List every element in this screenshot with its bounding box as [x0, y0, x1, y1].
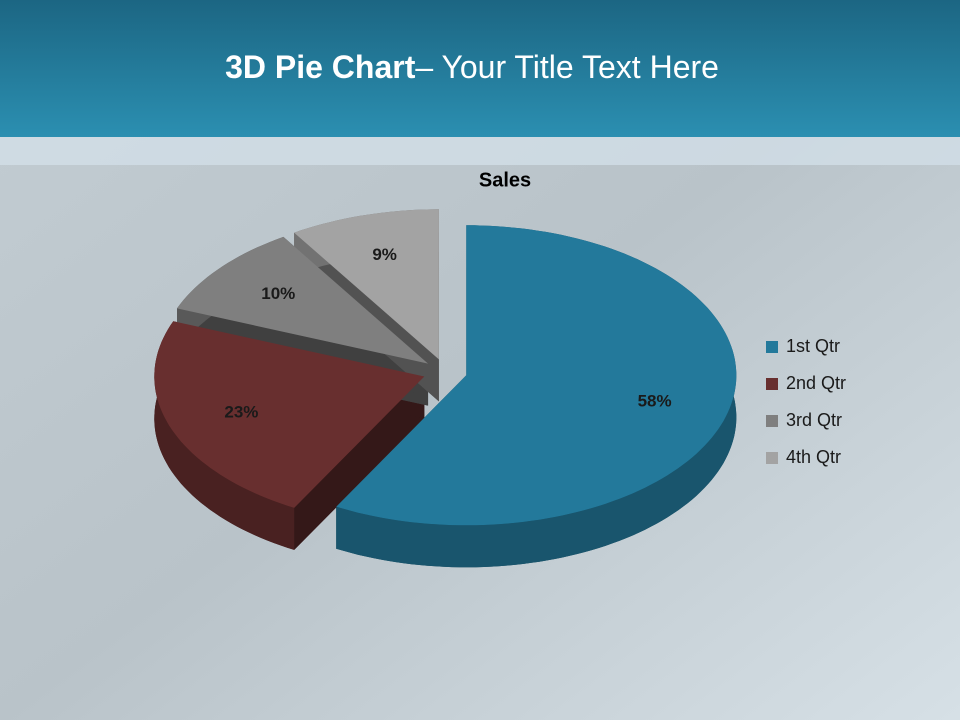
- legend-swatch: [766, 415, 778, 427]
- slice: [177, 236, 429, 364]
- data-label: 10%: [261, 284, 295, 303]
- slice-side: [336, 225, 737, 568]
- legend-label: 2nd Qtr: [786, 373, 846, 393]
- slice: [154, 321, 425, 508]
- chart-title: Sales: [479, 169, 531, 191]
- header: [0, 0, 960, 137]
- slide-title: 3D Pie Chart– Your Title Text Here: [225, 49, 719, 85]
- data-label: 58%: [638, 392, 672, 411]
- legend: 1st Qtr 2nd Qtr 3rd Qtr 4th Qtr: [766, 336, 846, 467]
- legend-swatch: [766, 341, 778, 353]
- slice: [336, 225, 737, 526]
- slice: [294, 209, 439, 360]
- slide-title-rest: – Your Title Text Here: [415, 49, 719, 85]
- legend-swatch: [766, 452, 778, 464]
- data-label: 23%: [224, 403, 258, 422]
- slide-title-bold: 3D Pie Chart: [225, 49, 416, 85]
- header-strip: [0, 137, 960, 165]
- pie: 58% 23% 10% 9%: [154, 209, 737, 568]
- data-label: 9%: [372, 245, 397, 264]
- legend-label: 4th Qtr: [786, 447, 841, 467]
- legend-swatch: [766, 378, 778, 390]
- legend-label: 3rd Qtr: [786, 410, 842, 430]
- slice-cut: [294, 376, 425, 550]
- legend-label: 1st Qtr: [786, 336, 840, 356]
